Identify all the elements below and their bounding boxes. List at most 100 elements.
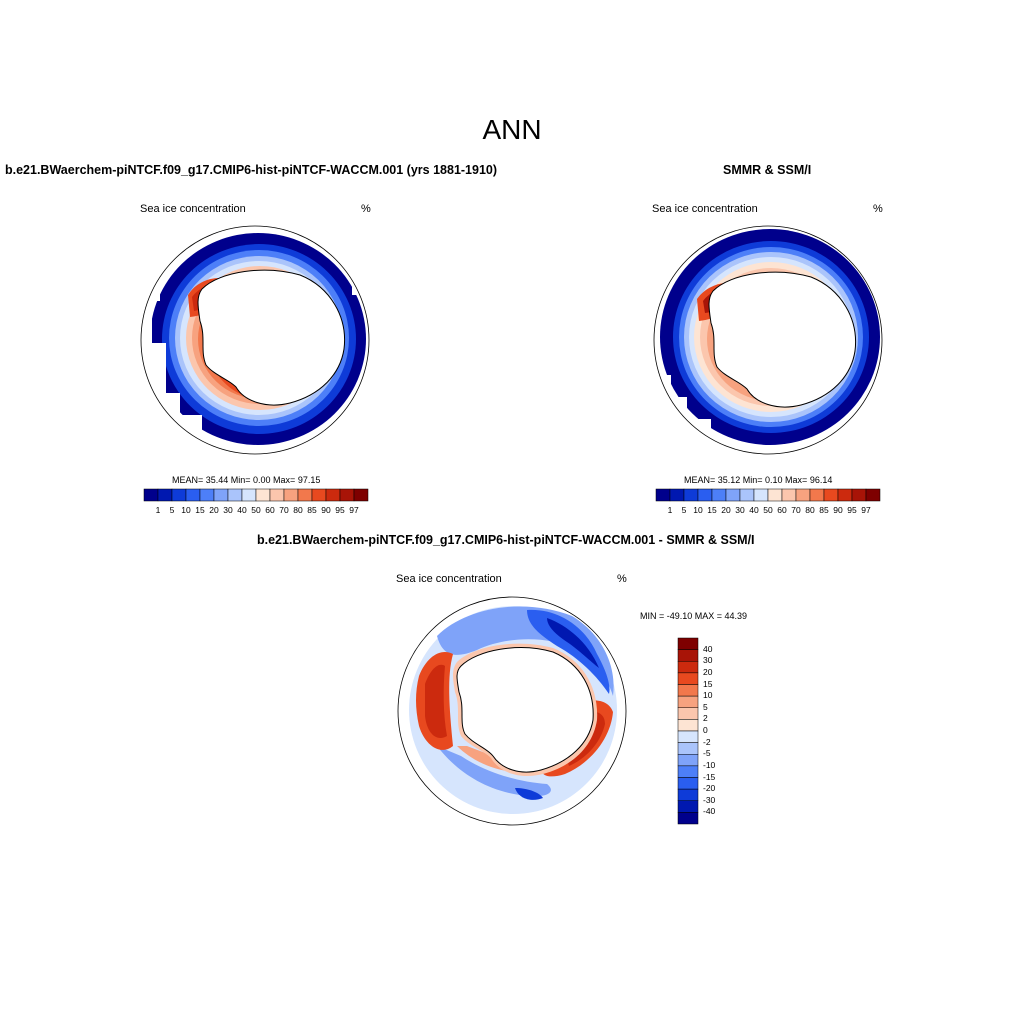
model-colorbar-tick-label: 60: [265, 505, 275, 515]
model-colorbar-swatch: [297, 488, 313, 502]
diff-colorbar-swatch: [677, 754, 699, 767]
model-colorbar-swatch: [241, 488, 257, 502]
model-colorbar-swatch: [157, 488, 173, 502]
model-colorbar-swatch: [185, 488, 201, 502]
diff-colorbar-swatch: [677, 661, 699, 674]
model-colorbar-swatch: [353, 488, 369, 502]
diff-colorbar-swatch: [677, 788, 699, 801]
diff-colorbar-tick-label: 20: [703, 666, 713, 677]
diff-colorbar-tick-label: 2: [703, 713, 708, 724]
model-colorbar-swatch: [325, 488, 341, 502]
obs-colorbar-tick-label: 40: [749, 505, 759, 515]
diff-colorbar-swatch: [677, 719, 699, 732]
model-colorbar-tick-label: 5: [169, 505, 175, 515]
model-colorbar-tick-label: 40: [237, 505, 247, 515]
diff-colorbar-swatch: [677, 637, 699, 650]
obs-colorbar-tick-label: 95: [847, 505, 857, 515]
obs-colorbar: [655, 488, 881, 502]
model-colorbar-labels: 1 5 10 15 20 30 40 50 60 70 80 85 90 95 97: [144, 505, 368, 517]
obs-colorbar-tick-label: 90: [833, 505, 843, 515]
model-colorbar-tick-label: 50: [251, 505, 261, 515]
model-colorbar-tick-label: 10: [181, 505, 191, 515]
obs-panel-title: SMMR & SSM/I: [723, 163, 812, 177]
diff-units-label: %: [617, 573, 627, 585]
obs-colorbar-swatch: [795, 488, 811, 502]
model-colorbar-tick-label: 20: [209, 505, 219, 515]
obs-colorbar-swatch: [669, 488, 685, 502]
diff-colorbar-swatch: [677, 730, 699, 743]
model-panel-title: b.e21.BWaerchem-piNTCF.f09_g17.CMIP6-his…: [5, 163, 498, 177]
diff-colorbar-tick-label: -20: [703, 783, 716, 794]
model-colorbar-tick-label: 30: [223, 505, 233, 515]
diff-colorbar-swatch: [677, 765, 699, 778]
model-colorbar-swatch: [311, 488, 327, 502]
model-colorbar-tick-label: 70: [279, 505, 289, 515]
obs-colorbar-swatch: [865, 488, 881, 502]
diff-colorbar-swatch: [677, 695, 699, 708]
obs-stats: MEAN= 35.12 Min= 0.10 Max= 96.14: [684, 475, 833, 485]
obs-colorbar-tick-label: 15: [707, 505, 717, 515]
model-colorbar-swatch: [269, 488, 285, 502]
obs-colorbar-tick-label: 85: [819, 505, 829, 515]
obs-colorbar-tick-label: 50: [763, 505, 773, 515]
model-colorbar-swatch: [255, 488, 271, 502]
obs-colorbar-swatch: [837, 488, 853, 502]
obs-variable-label: Sea ice concentration: [652, 203, 758, 215]
obs-colorbar-swatch: [683, 488, 699, 502]
model-colorbar: [143, 488, 369, 502]
diff-colorbar-tick-label: -30: [703, 794, 716, 805]
figure-title: ANN: [482, 114, 542, 145]
model-colorbar-swatch: [227, 488, 243, 502]
diff-colorbar: [677, 637, 699, 825]
obs-map: [653, 225, 883, 455]
model-colorbar-tick-label: 97: [349, 505, 359, 515]
obs-colorbar-swatch: [767, 488, 783, 502]
model-colorbar-swatch: [199, 488, 215, 502]
model-units-label: %: [361, 203, 371, 215]
model-colorbar-swatch: [171, 488, 187, 502]
model-colorbar-tick-label: 85: [307, 505, 317, 515]
diff-colorbar-tick-label: 0: [703, 725, 708, 735]
obs-colorbar-swatch: [851, 488, 867, 502]
diff-colorbar-tick-label: 5: [703, 701, 708, 712]
diff-map: [397, 596, 627, 826]
diff-colorbar-swatch: [677, 800, 699, 813]
diff-colorbar-labels: 40 30 20 15 10 5 2 0 -2 -5 -10 -15 -20 -30 -40: [703, 638, 743, 824]
obs-colorbar-tick-label: 60: [777, 505, 787, 515]
obs-colorbar-tick-label: 10: [693, 505, 703, 515]
model-variable-label: Sea ice concentration: [140, 203, 246, 215]
diff-colorbar-tick-label: -5: [703, 748, 711, 759]
diff-colorbar-swatch: [677, 649, 699, 662]
diff-colorbar-swatch: [677, 707, 699, 720]
diff-colorbar-tick-label: 15: [703, 678, 713, 689]
obs-colorbar-swatch: [697, 488, 713, 502]
model-colorbar-swatch: [143, 488, 159, 502]
model-colorbar-swatch: [283, 488, 299, 502]
obs-colorbar-tick-label: 1: [667, 505, 673, 515]
diff-colorbar-swatch: [677, 777, 699, 790]
diff-colorbar-tick-label: 40: [703, 643, 713, 654]
obs-colorbar-swatch: [781, 488, 797, 502]
diff-colorbar-tick-label: -2: [703, 736, 711, 747]
obs-colorbar-swatch: [739, 488, 755, 502]
model-colorbar-tick-label: 95: [335, 505, 345, 515]
diff-colorbar-swatch: [677, 672, 699, 685]
diff-colorbar-tick-label: -40: [703, 806, 716, 817]
model-colorbar-swatch: [339, 488, 355, 502]
diff-variable-label: Sea ice concentration: [396, 573, 502, 585]
model-colorbar-tick-label: 15: [195, 505, 205, 515]
obs-colorbar-tick-label: 30: [735, 505, 745, 515]
obs-colorbar-swatch: [725, 488, 741, 502]
diff-colorbar-tick-label: -10: [703, 759, 716, 770]
model-map: [140, 225, 370, 455]
diff-colorbar-tick-label: 30: [703, 655, 713, 666]
diff-colorbar-swatch: [677, 684, 699, 697]
obs-colorbar-tick-label: 70: [791, 505, 801, 515]
diff-colorbar-swatch: [677, 742, 699, 755]
obs-colorbar-swatch: [809, 488, 825, 502]
model-colorbar-tick-label: 90: [321, 505, 331, 515]
obs-colorbar-tick-label: 97: [861, 505, 871, 515]
obs-colorbar-tick-label: 5: [681, 505, 687, 515]
model-colorbar-tick-label: 1: [155, 505, 161, 515]
obs-colorbar-tick-label: 20: [721, 505, 731, 515]
